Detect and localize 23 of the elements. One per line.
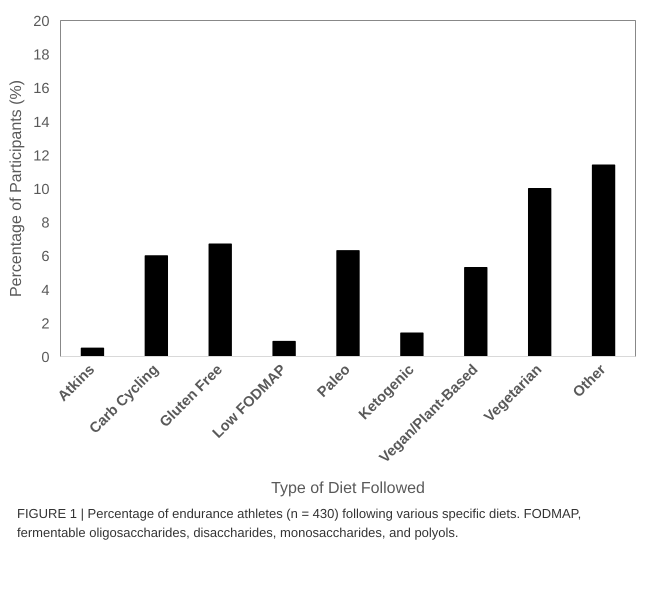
y-tick-label: 4 [41,282,50,299]
y-tick-label: 10 [33,182,50,198]
bar [208,243,232,356]
bar [336,250,360,356]
y-tick-label: 18 [33,48,50,64]
y-tick-label: 0 [41,350,50,366]
bar [144,255,168,356]
bar [464,266,488,356]
y-tick-label: 14 [33,114,50,131]
x-axis-title: Type of Diet Followed [271,480,425,498]
y-tick-label: 6 [41,249,50,266]
bar [80,348,104,356]
y-tick-label: 8 [41,216,50,232]
y-tick-label: 2 [41,316,50,332]
bar [592,164,616,356]
caption: FIGURE 1 | Percentage of endurance athletes (n = 430) following various specific diets. FODMAP, fermentable oligosaccharides, disaccharides, monosaccharides, and polyols. [16,505,582,542]
y-axis-title: Percentage of Participants (%) [8,80,26,297]
y-tick-label: 20 [33,14,50,30]
bar [528,188,552,356]
y-tick-label: 16 [33,81,50,98]
bar [400,332,424,356]
bar [272,340,296,356]
y-tick-label: 12 [33,148,50,164]
